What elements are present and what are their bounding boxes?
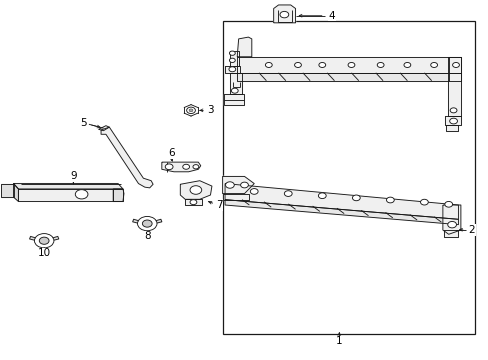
Circle shape: [318, 63, 325, 67]
Polygon shape: [447, 57, 460, 116]
Polygon shape: [444, 116, 460, 125]
Polygon shape: [1, 184, 14, 197]
Circle shape: [403, 63, 410, 67]
Circle shape: [449, 108, 456, 113]
Circle shape: [240, 182, 248, 188]
Polygon shape: [229, 73, 242, 94]
Polygon shape: [237, 73, 460, 81]
Polygon shape: [185, 199, 202, 205]
Polygon shape: [14, 184, 19, 202]
Circle shape: [386, 197, 393, 203]
Circle shape: [189, 109, 193, 112]
Circle shape: [183, 164, 189, 169]
Circle shape: [75, 190, 88, 199]
Circle shape: [430, 63, 437, 67]
Polygon shape: [132, 219, 142, 224]
Circle shape: [190, 200, 197, 204]
Polygon shape: [113, 189, 123, 202]
Polygon shape: [229, 51, 238, 66]
Polygon shape: [237, 37, 251, 57]
Polygon shape: [224, 184, 458, 219]
Polygon shape: [222, 176, 254, 194]
Polygon shape: [443, 230, 458, 237]
Circle shape: [229, 58, 235, 63]
Text: 4: 4: [328, 11, 335, 21]
Circle shape: [284, 191, 291, 197]
Circle shape: [229, 51, 235, 55]
Polygon shape: [99, 126, 109, 131]
Circle shape: [250, 189, 258, 194]
Polygon shape: [442, 205, 460, 234]
Circle shape: [137, 216, 157, 231]
Text: 1: 1: [335, 337, 342, 346]
Circle shape: [444, 202, 452, 207]
Bar: [222, 21, 474, 334]
Circle shape: [318, 193, 325, 199]
Circle shape: [165, 164, 173, 170]
Circle shape: [347, 63, 354, 67]
Text: 6: 6: [168, 148, 175, 158]
Circle shape: [265, 63, 272, 67]
Polygon shape: [152, 219, 162, 224]
Circle shape: [449, 118, 457, 124]
Text: 2: 2: [468, 225, 474, 235]
Circle shape: [447, 221, 456, 228]
Circle shape: [420, 199, 427, 205]
Polygon shape: [30, 237, 39, 242]
Polygon shape: [446, 125, 458, 131]
Circle shape: [39, 237, 49, 244]
Polygon shape: [224, 200, 458, 225]
Polygon shape: [224, 66, 239, 73]
Circle shape: [34, 234, 54, 248]
Circle shape: [280, 12, 288, 18]
Text: 9: 9: [70, 171, 77, 181]
Polygon shape: [222, 194, 249, 200]
Polygon shape: [49, 237, 59, 242]
Polygon shape: [224, 94, 244, 105]
Polygon shape: [273, 5, 295, 23]
Circle shape: [376, 63, 383, 67]
Text: 7: 7: [216, 200, 222, 210]
Circle shape: [193, 165, 199, 169]
Text: 3: 3: [207, 105, 213, 115]
Circle shape: [294, 63, 301, 67]
Circle shape: [228, 67, 235, 72]
Text: 8: 8: [143, 231, 150, 242]
Circle shape: [142, 220, 152, 227]
Circle shape: [190, 186, 201, 194]
Polygon shape: [180, 181, 211, 199]
Circle shape: [225, 182, 234, 188]
Polygon shape: [14, 184, 122, 189]
Text: 5: 5: [80, 118, 86, 128]
Polygon shape: [101, 127, 153, 188]
Circle shape: [352, 195, 360, 201]
Text: 10: 10: [38, 248, 51, 258]
Circle shape: [186, 107, 195, 113]
Circle shape: [452, 63, 458, 67]
Polygon shape: [162, 162, 201, 172]
Circle shape: [231, 88, 238, 93]
Polygon shape: [237, 57, 460, 73]
Polygon shape: [19, 189, 122, 202]
